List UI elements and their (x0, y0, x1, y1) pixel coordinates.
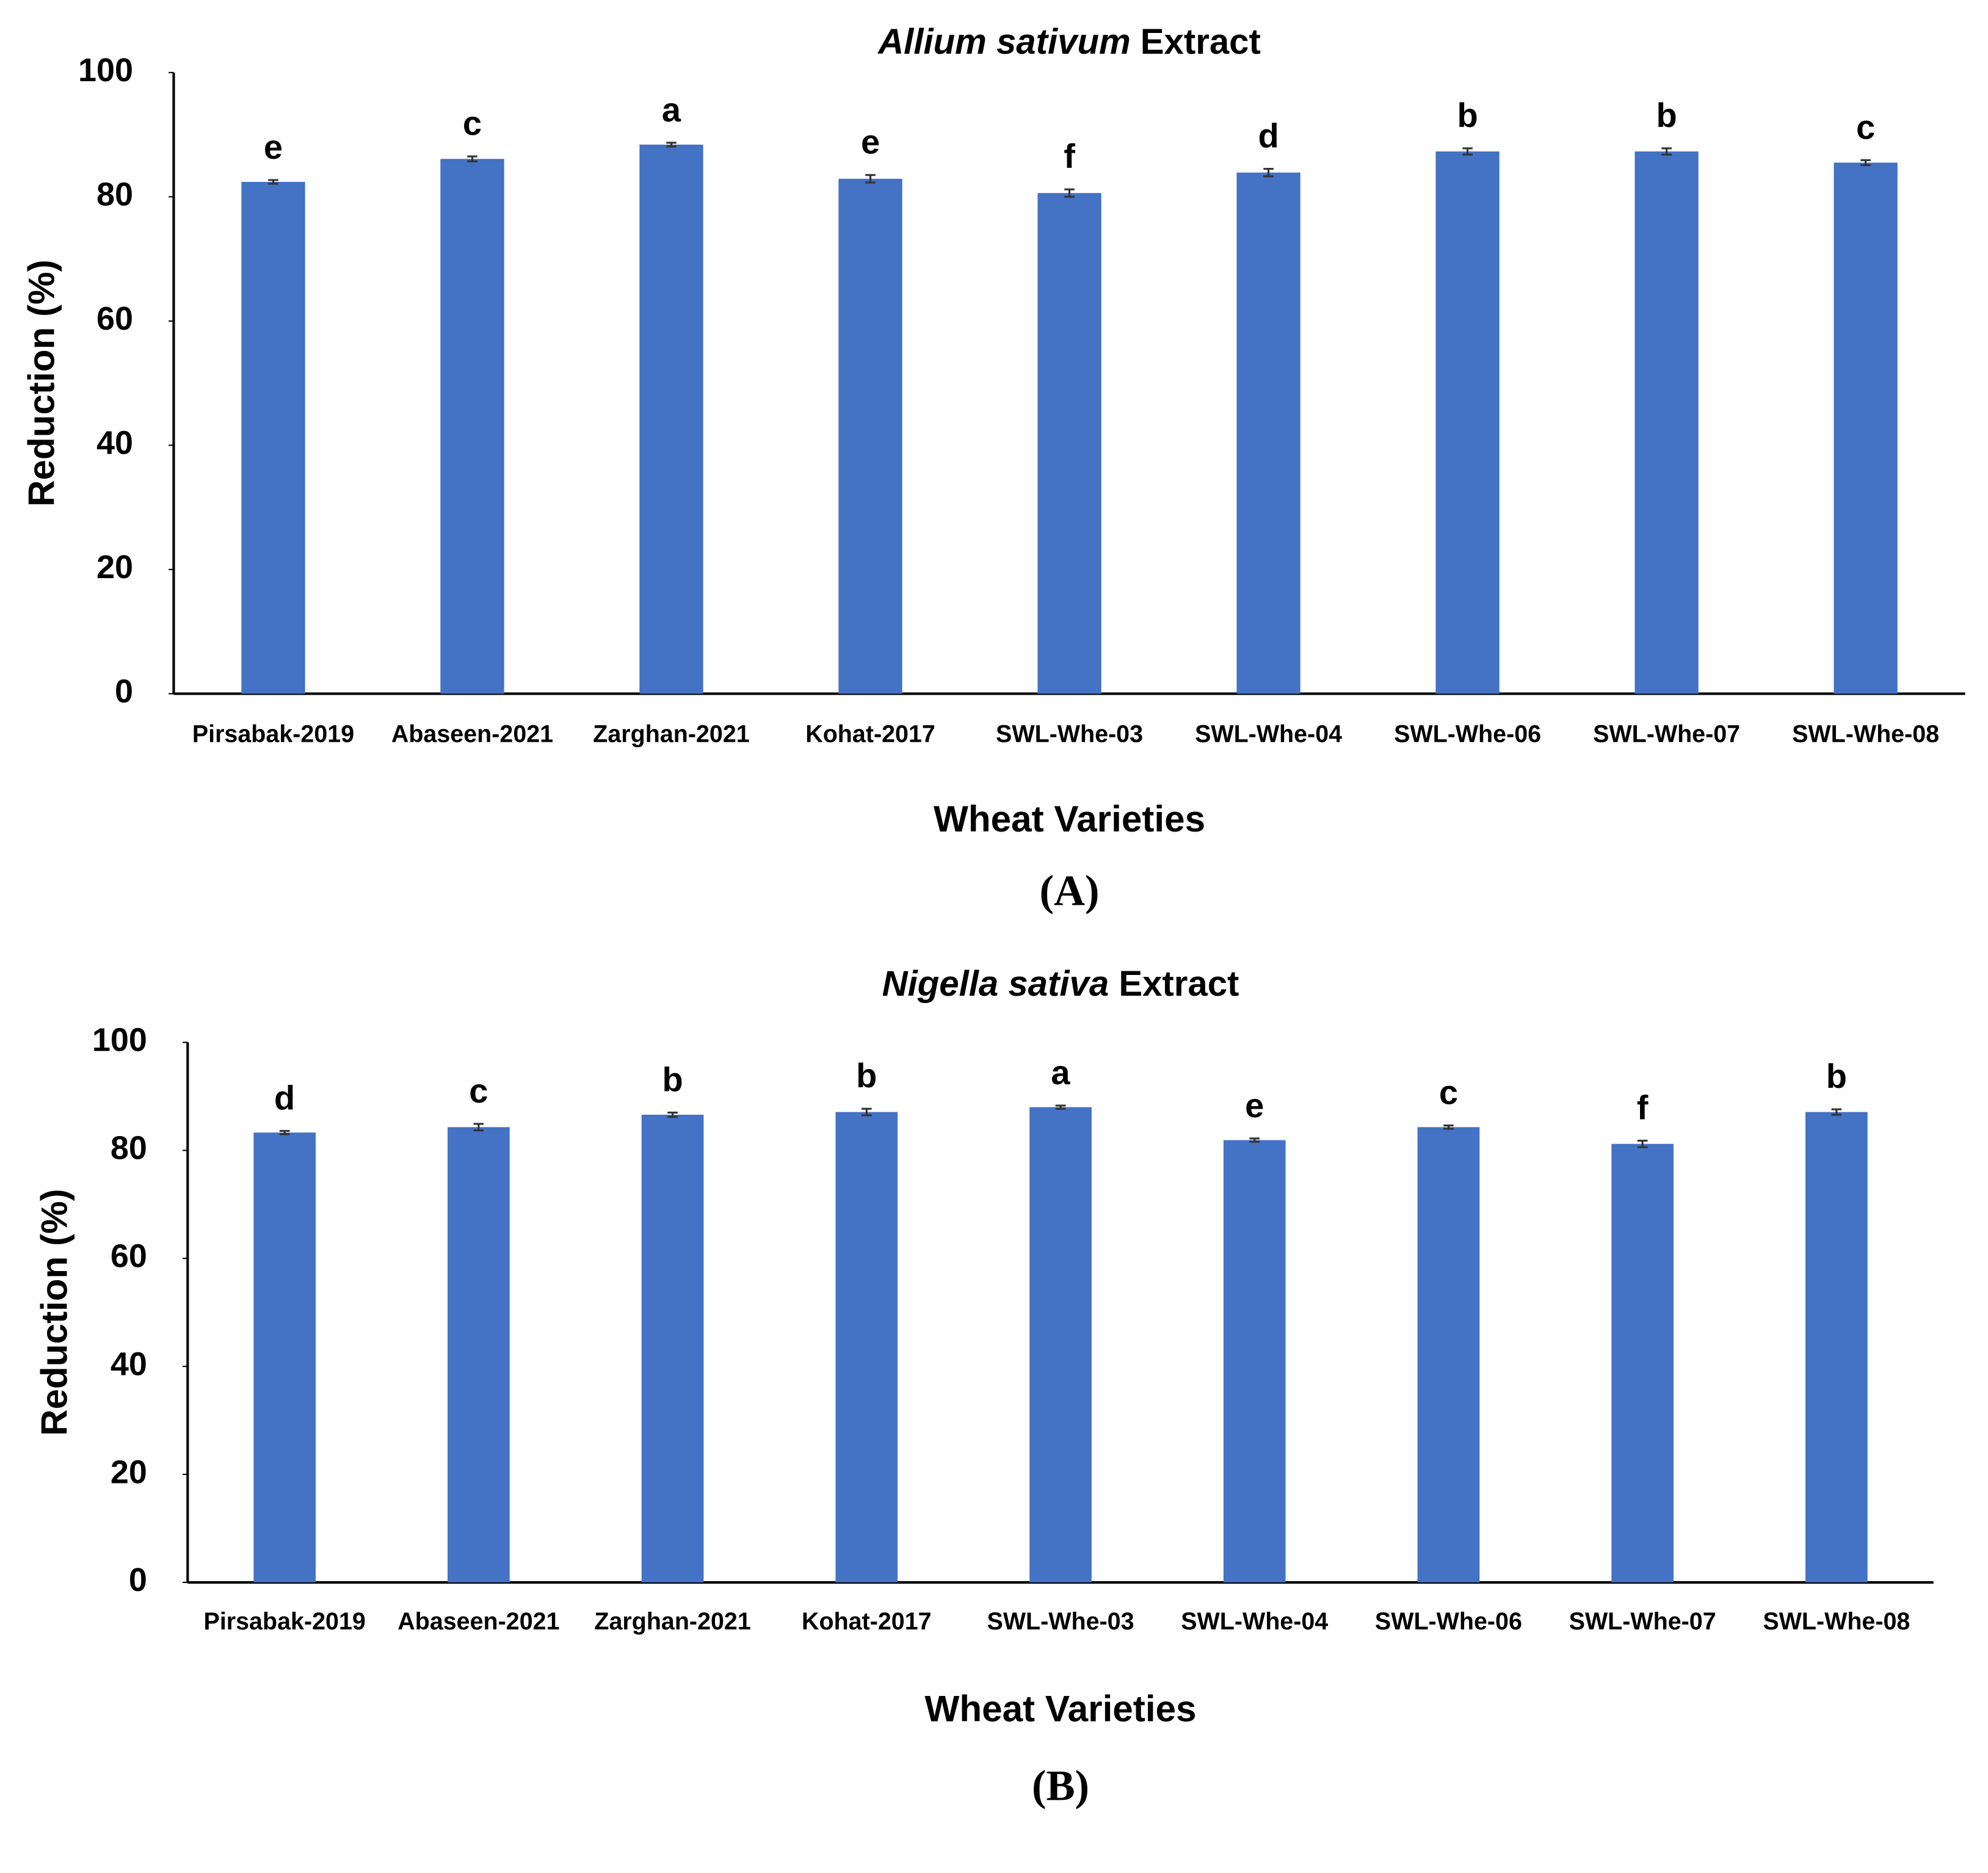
bar (440, 159, 504, 694)
y-tick-label: 60 (111, 1237, 147, 1274)
bar (253, 1132, 316, 1582)
significance-letter: d (274, 1078, 295, 1117)
y-axis-title: Reduction (%) (21, 259, 62, 507)
panel-label: (B) (1032, 1763, 1089, 1810)
x-axis-title: Wheat Varieties (925, 1688, 1197, 1730)
significance-letter: b (1826, 1057, 1847, 1095)
bar (1834, 162, 1898, 694)
significance-letter: b (856, 1056, 877, 1095)
y-tick-label: 0 (129, 1562, 147, 1598)
y-tick-label: 100 (78, 52, 133, 89)
significance-letter: e (1245, 1086, 1264, 1125)
bar (1029, 1107, 1092, 1582)
bar (1634, 151, 1699, 694)
bar (1805, 1112, 1868, 1582)
bar (1236, 172, 1301, 694)
x-tick-label: Pirsabak-2019 (204, 1608, 366, 1635)
x-tick-label: Kohat-2017 (802, 1608, 932, 1635)
x-axis-title: Wheat Varieties (934, 798, 1205, 839)
significance-letter: a (1051, 1053, 1070, 1092)
x-tick-label: SWL-Whe-07 (1593, 720, 1740, 747)
y-tick-label: 80 (96, 176, 133, 213)
x-tick-label: SWL-Whe-03 (996, 720, 1143, 747)
x-tick-label: SWL-Whe-04 (1195, 720, 1342, 747)
significance-letter: c (1439, 1073, 1458, 1112)
x-tick-label: Abaseen-2021 (397, 1608, 559, 1635)
bar (241, 181, 305, 694)
significance-letter: e (861, 123, 880, 161)
x-tick-label: SWL-Whe-06 (1394, 720, 1541, 747)
bar (1417, 1127, 1480, 1582)
x-tick-label: Zarghan-2021 (593, 720, 749, 747)
bar (1223, 1140, 1286, 1582)
panel-label: (A) (1040, 868, 1100, 915)
x-tick-label: Pirsabak-2019 (192, 720, 354, 747)
x-tick-label: Zarghan-2021 (594, 1608, 750, 1635)
x-tick-label: SWL-Whe-06 (1375, 1608, 1522, 1635)
x-tick-label: SWL-Whe-08 (1763, 1608, 1910, 1635)
bar (835, 1112, 898, 1582)
significance-letter: f (1064, 137, 1075, 175)
y-tick-label: 40 (111, 1346, 147, 1382)
chart-title: Allium sativum Extract (877, 23, 1261, 62)
significance-letter: c (463, 104, 482, 142)
bar (1037, 193, 1101, 694)
significance-letter: b (1457, 96, 1478, 134)
bar (639, 144, 703, 694)
y-axis-title: Reduction (%) (33, 1189, 74, 1436)
x-tick-label: SWL-Whe-03 (987, 1608, 1134, 1635)
x-tick-label: Kohat-2017 (805, 720, 935, 747)
y-tick-label: 20 (96, 549, 133, 585)
y-tick-label: 80 (111, 1130, 147, 1167)
x-tick-label: SWL-Whe-08 (1792, 720, 1939, 747)
y-tick-label: 0 (115, 673, 133, 710)
significance-letter: b (1656, 96, 1677, 134)
bar (1435, 151, 1500, 694)
significance-letter: a (662, 90, 681, 129)
y-tick-label: 100 (92, 1022, 147, 1059)
x-tick-label: SWL-Whe-04 (1181, 1608, 1328, 1635)
significance-letter: b (662, 1060, 683, 1098)
significance-letter: c (469, 1071, 488, 1110)
significance-letter: d (1258, 117, 1279, 155)
bar (1611, 1143, 1674, 1582)
bar (448, 1127, 510, 1582)
y-tick-label: 20 (111, 1454, 147, 1490)
significance-letter: c (1856, 107, 1875, 146)
y-tick-label: 40 (96, 425, 133, 462)
bar (838, 178, 902, 694)
chart-title: Nigella sativa Extract (882, 964, 1239, 1004)
x-tick-label: Abaseen-2021 (391, 720, 553, 747)
y-tick-label: 60 (96, 300, 133, 337)
x-tick-label: SWL-Whe-07 (1569, 1608, 1716, 1635)
significance-letter: e (264, 128, 283, 166)
bar (641, 1114, 704, 1582)
significance-letter: f (1637, 1088, 1649, 1126)
